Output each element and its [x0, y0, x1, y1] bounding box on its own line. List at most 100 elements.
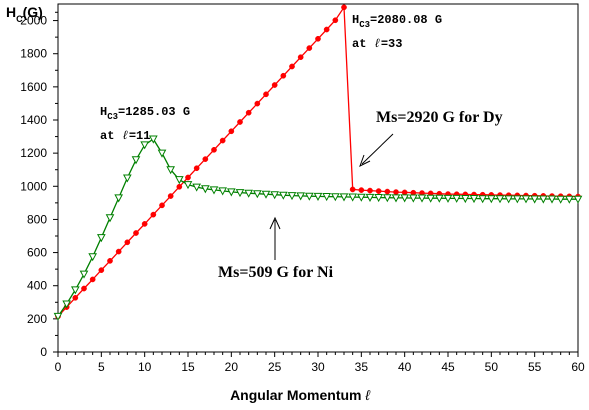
y-tick-label: 1400 — [20, 113, 47, 127]
point-ni — [148, 135, 158, 144]
point-dy — [81, 285, 87, 292]
point-ni — [304, 192, 314, 201]
y-tick-label: 0 — [40, 345, 47, 359]
point-ni — [218, 187, 228, 196]
point-dy — [115, 248, 122, 255]
point-dy — [150, 211, 157, 218]
point-dy — [393, 189, 399, 195]
point-ni — [460, 195, 470, 204]
point-dy — [401, 189, 408, 196]
point-dy — [98, 267, 105, 273]
point-dy — [280, 72, 287, 79]
point-ni — [469, 195, 479, 204]
point-ni — [105, 214, 115, 223]
point-ni — [296, 192, 306, 201]
x-tick-label: 35 — [355, 360, 369, 374]
x-tick-label: 5 — [98, 360, 105, 374]
point-ni — [564, 195, 574, 204]
point-dy — [237, 119, 243, 125]
point-dy — [297, 54, 304, 61]
point-dy — [202, 156, 209, 162]
point-ni — [556, 195, 566, 204]
point-ni — [512, 195, 522, 204]
point-ni — [122, 174, 132, 183]
point-ni — [400, 194, 410, 203]
point-dy — [133, 230, 139, 236]
point-ni — [486, 195, 496, 204]
point-ni — [434, 194, 444, 203]
point-ni — [252, 190, 262, 199]
point-ni — [530, 195, 540, 204]
point-dy — [228, 128, 235, 135]
point-ni — [365, 193, 375, 202]
series-layer — [53, 4, 583, 321]
dy-ms-label: Ms=2920 G for Dy — [376, 109, 503, 126]
point-ni — [79, 270, 89, 279]
point-dy — [141, 221, 148, 227]
series-line-ni — [57, 138, 578, 317]
ni-ms-label: Ms=509 G for Ni — [218, 264, 334, 281]
point-ni — [573, 195, 583, 204]
point-ni — [88, 253, 98, 262]
point-ni — [313, 192, 323, 201]
point-ni — [70, 286, 80, 295]
point-ni — [200, 185, 210, 194]
ni-peak-annotation-line2: at ℓ=11 — [100, 129, 150, 143]
dy-arrow-head — [359, 154, 371, 168]
point-ni — [183, 181, 193, 190]
point-dy — [315, 35, 321, 42]
point-ni — [166, 166, 176, 175]
point-ni — [356, 193, 366, 202]
point-ni — [547, 195, 557, 204]
point-ni — [131, 156, 141, 165]
point-ni — [478, 195, 488, 204]
point-dy — [367, 187, 373, 194]
point-ni — [408, 194, 418, 203]
point-ni — [322, 193, 332, 202]
y-tick-label: 600 — [27, 246, 47, 260]
x-tick-label: 40 — [398, 360, 412, 374]
point-ni — [417, 194, 427, 203]
y-tick-label: 1800 — [20, 47, 47, 61]
point-dy — [332, 17, 339, 24]
point-ni — [287, 192, 297, 201]
point-dy — [219, 137, 226, 144]
point-ni — [452, 194, 462, 203]
x-tick-label: 20 — [225, 360, 239, 374]
point-dy — [176, 183, 183, 190]
ni-peak-annotation: HC3=1285.03 G — [100, 105, 190, 122]
y-tick-label: 1600 — [20, 80, 47, 94]
point-ni — [339, 193, 349, 202]
point-dy — [271, 82, 278, 88]
point-dy — [341, 4, 347, 11]
point-dy — [254, 100, 261, 107]
x-tick-label: 10 — [138, 360, 152, 374]
point-ni — [174, 176, 184, 185]
point-ni — [382, 194, 392, 203]
ni-arrow-head — [269, 216, 281, 230]
point-ni — [374, 194, 384, 203]
point-dy — [167, 193, 174, 199]
y-tick-label: 400 — [27, 279, 47, 293]
point-dy — [245, 109, 252, 116]
point-ni — [62, 300, 72, 309]
point-ni — [538, 195, 548, 204]
point-ni — [348, 193, 358, 202]
point-dy — [193, 165, 200, 172]
point-dy — [159, 202, 165, 209]
point-dy — [289, 63, 295, 70]
point-dy — [107, 258, 113, 264]
point-dy — [323, 26, 330, 33]
dy-peak-annotation: HC3=2080.08 G — [352, 13, 442, 30]
point-dy — [211, 146, 217, 153]
point-dy — [263, 91, 269, 98]
point-dy — [384, 188, 391, 195]
point-ni — [504, 195, 514, 204]
point-ni — [391, 194, 401, 203]
point-ni — [235, 189, 245, 198]
point-dy — [358, 187, 365, 193]
point-ni — [244, 189, 254, 198]
plot-frame — [57, 3, 579, 353]
point-dy — [306, 45, 313, 51]
